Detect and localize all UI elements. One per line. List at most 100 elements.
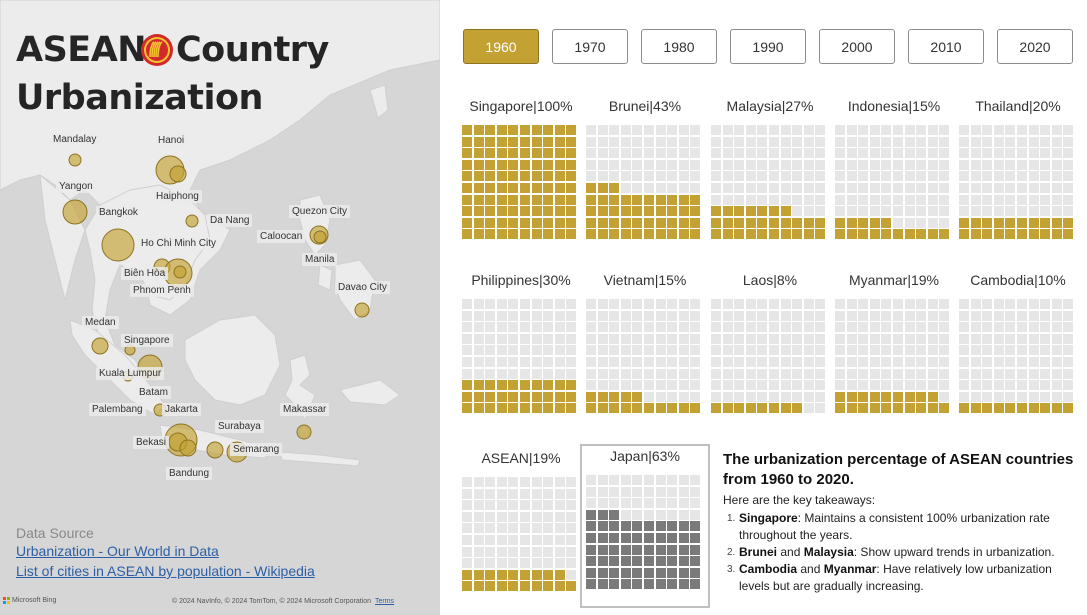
waffle-cell-filled bbox=[655, 567, 666, 578]
waffle-cell-filled bbox=[531, 217, 542, 228]
waffle-cell-empty bbox=[531, 477, 542, 487]
waffle-cell-filled bbox=[993, 217, 1004, 228]
waffle-cell-empty bbox=[711, 345, 721, 356]
waffle-panel-vietnam: Vietnam|15% bbox=[586, 272, 704, 422]
waffle-cell-filled bbox=[768, 217, 779, 228]
map-panel[interactable]: ASEAN Country Urbanization Mandalay Hano… bbox=[0, 0, 440, 615]
city-label-palembang: Palembang bbox=[89, 403, 146, 416]
year-button-1970[interactable]: 1970 bbox=[552, 29, 628, 64]
waffle-cell-empty bbox=[757, 322, 768, 333]
waffle-cell-filled bbox=[597, 521, 608, 532]
year-button-2020[interactable]: 2020 bbox=[997, 29, 1073, 64]
city-label-davao-city: Davao City bbox=[335, 281, 390, 294]
waffle-cell-empty bbox=[939, 171, 950, 182]
waffle-cell-empty bbox=[815, 368, 826, 379]
waffle-cell-filled bbox=[519, 581, 530, 592]
waffle-cell-filled bbox=[543, 194, 554, 205]
waffle-cell-filled bbox=[519, 403, 530, 414]
waffle-cell-empty bbox=[643, 391, 654, 402]
waffle-cell-filled bbox=[554, 182, 565, 193]
waffle-cell-empty bbox=[508, 523, 519, 534]
waffle-cell-filled bbox=[1028, 403, 1039, 414]
year-button-1980[interactable]: 1980 bbox=[641, 29, 717, 64]
waffle-cell-empty bbox=[690, 509, 701, 520]
waffle-cell-empty bbox=[632, 182, 643, 193]
takeaway-item: 3. Cambodia and Myanmar: Have relatively … bbox=[727, 562, 1052, 593]
waffle-cell-empty bbox=[881, 182, 892, 193]
waffle-cell-empty bbox=[892, 368, 903, 379]
waffle-cell-empty bbox=[643, 125, 654, 135]
waffle-cell-empty bbox=[597, 498, 608, 509]
year-button-2000[interactable]: 2000 bbox=[819, 29, 895, 64]
waffle-cell-empty bbox=[690, 498, 701, 509]
waffle-cell-empty bbox=[734, 310, 745, 321]
waffle-cell-empty bbox=[711, 299, 721, 309]
year-button-2010[interactable]: 2010 bbox=[908, 29, 984, 64]
waffle-cell-empty bbox=[780, 391, 791, 402]
waffle-cell-filled bbox=[554, 380, 565, 391]
waffle-grid-myanmar bbox=[835, 299, 950, 414]
waffle-cell-empty bbox=[678, 356, 689, 367]
waffle-cell-empty bbox=[722, 194, 733, 205]
waffle-cell-empty bbox=[780, 182, 791, 193]
waffle-cell-empty bbox=[734, 171, 745, 182]
waffle-cell-filled bbox=[846, 391, 857, 402]
waffle-cell-empty bbox=[792, 391, 803, 402]
waffle-cell-filled bbox=[473, 206, 484, 217]
waffle-cell-empty bbox=[1005, 182, 1016, 193]
year-button-1990[interactable]: 1990 bbox=[730, 29, 806, 64]
waffle-cell-empty bbox=[1040, 380, 1051, 391]
waffle-cell-empty bbox=[722, 125, 733, 135]
waffle-cell-empty bbox=[643, 136, 654, 147]
page-title-word2: Country bbox=[176, 30, 329, 70]
waffle-cell-filled bbox=[508, 380, 519, 391]
waffle-cell-empty bbox=[734, 391, 745, 402]
waffle-cell-filled bbox=[655, 217, 666, 228]
waffle-cell-filled bbox=[531, 136, 542, 147]
waffle-cell-empty bbox=[745, 391, 756, 402]
waffle-cell-empty bbox=[1016, 356, 1027, 367]
waffle-cell-empty bbox=[982, 299, 993, 309]
waffle-cell-empty bbox=[643, 509, 654, 520]
waffle-cell-filled bbox=[496, 380, 507, 391]
data-source-link-owid[interactable]: Urbanization - Our World in Data bbox=[16, 543, 219, 559]
waffle-cell-filled bbox=[970, 229, 981, 240]
waffle-cell-empty bbox=[745, 368, 756, 379]
waffle-cell-empty bbox=[485, 500, 496, 511]
waffle-cell-empty bbox=[678, 486, 689, 497]
waffle-cell-empty bbox=[678, 148, 689, 159]
waffle-cell-empty bbox=[690, 171, 701, 182]
waffle-cell-empty bbox=[485, 511, 496, 522]
waffle-cell-empty bbox=[508, 345, 519, 356]
waffle-cell-empty bbox=[554, 477, 565, 487]
waffle-cell-filled bbox=[815, 229, 826, 240]
bing-label: Microsoft Bing bbox=[12, 597, 57, 604]
waffle-cell-filled bbox=[904, 391, 915, 402]
waffle-cell-empty bbox=[959, 136, 969, 147]
waffle-cell-empty bbox=[1040, 391, 1051, 402]
waffle-cell-empty bbox=[792, 380, 803, 391]
waffle-cell-empty bbox=[993, 356, 1004, 367]
waffle-cell-empty bbox=[643, 148, 654, 159]
waffle-cell-empty bbox=[485, 356, 496, 367]
map-terms-link[interactable]: Terms bbox=[375, 598, 395, 605]
waffle-cell-filled bbox=[620, 229, 631, 240]
waffle-title-malaysia: Malaysia|27% bbox=[726, 98, 814, 114]
waffle-cell-filled bbox=[597, 229, 608, 240]
waffle-cell-empty bbox=[869, 299, 880, 309]
waffle-cell-filled bbox=[485, 569, 496, 580]
waffle-cell-empty bbox=[745, 333, 756, 344]
waffle-cell-empty bbox=[566, 477, 577, 487]
data-source-link-wikipedia[interactable]: List of cities in ASEAN by population - … bbox=[16, 563, 315, 579]
waffle-cell-empty bbox=[655, 368, 666, 379]
waffle-cell-filled bbox=[620, 206, 631, 217]
waffle-cell-empty bbox=[485, 488, 496, 499]
waffle-cell-filled bbox=[632, 194, 643, 205]
waffle-cell-filled bbox=[586, 532, 596, 543]
waffle-cell-empty bbox=[496, 310, 507, 321]
waffle-cell-filled bbox=[690, 544, 701, 555]
waffle-cell-empty bbox=[566, 368, 577, 379]
waffle-cell-empty bbox=[916, 125, 927, 135]
waffle-cell-filled bbox=[632, 206, 643, 217]
year-button-1960[interactable]: 1960 bbox=[463, 29, 539, 64]
